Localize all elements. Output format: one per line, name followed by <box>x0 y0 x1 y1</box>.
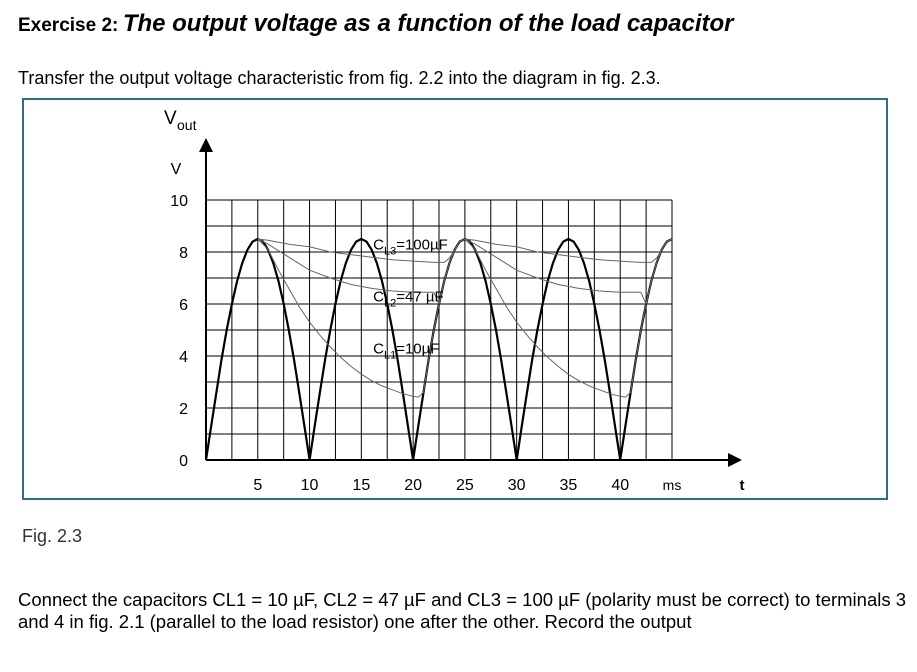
y-axis-label-subscript: out <box>177 117 197 133</box>
capacitor-label: CL3=100µF <box>373 236 448 257</box>
x-tick-label: 20 <box>404 477 422 494</box>
instruction-text: Connect the capacitors CL1 = 10 µF, CL2 … <box>18 589 907 632</box>
capacitor-label: CL2=47 µF <box>373 288 444 309</box>
y-tick-label: 2 <box>179 401 188 418</box>
y-axis-label: V <box>164 108 177 129</box>
exercise-title: The output voltage as a function of the … <box>122 10 734 37</box>
y-axis-arrow <box>199 138 213 152</box>
y-tick-label: 0 <box>179 453 188 470</box>
x-tick-label: 40 <box>611 477 629 494</box>
voltage-chart: 0 2 4 6 8 10 5 10 15 20 25 30 35 40 ms t V V out CL3=100µF C… <box>164 108 745 494</box>
figure-caption: Fig. 2.3 <box>22 526 83 546</box>
intro-text: Transfer the output voltage characterist… <box>18 68 661 88</box>
exercise-heading: Exercise 2: The output voltage as a func… <box>18 10 734 38</box>
x-tick-label: 5 <box>253 477 262 494</box>
x-tick-label: 15 <box>352 477 370 494</box>
series-line <box>257 238 673 398</box>
x-tick-label: 35 <box>560 477 578 494</box>
capacitor-label: CL1=10µF <box>373 340 439 361</box>
x-axis-label: t <box>740 477 745 494</box>
y-tick-label: 6 <box>179 297 188 314</box>
x-unit-label: ms <box>663 477 682 493</box>
x-tick-label: 10 <box>301 477 319 494</box>
y-tick-label: 10 <box>170 193 188 210</box>
x-tick-label: 25 <box>456 477 474 494</box>
exercise-number: Exercise 2: <box>18 15 119 36</box>
y-tick-label: 4 <box>179 349 188 366</box>
y-tick-label: 8 <box>179 245 188 262</box>
x-tick-label: 30 <box>508 477 526 494</box>
y-unit-label: V <box>171 161 182 178</box>
x-axis-arrow <box>728 453 742 467</box>
